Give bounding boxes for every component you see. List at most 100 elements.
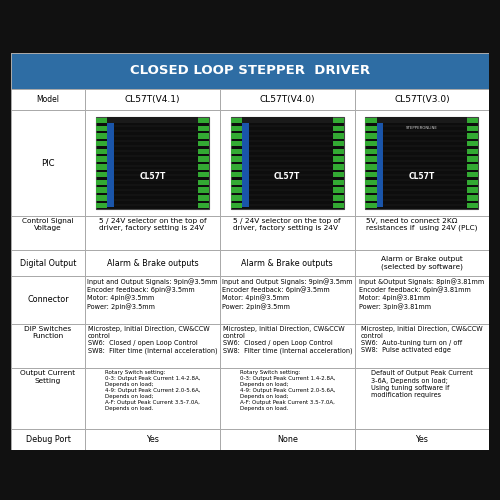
Bar	[354, 216, 489, 250]
Text: None: None	[277, 435, 297, 444]
Bar	[467, 195, 478, 200]
Bar	[376, 116, 467, 123]
Text: Input and Output Signals: 9pin@3.5mm
Encoder feedback: 6pin@3.5mm
Motor: 4pin@3.: Input and Output Signals: 9pin@3.5mm Enc…	[87, 278, 218, 310]
Bar	[96, 195, 107, 200]
Bar	[198, 134, 209, 138]
Bar	[354, 90, 489, 110]
Bar	[96, 149, 107, 154]
Bar	[230, 195, 242, 200]
Bar	[242, 116, 332, 123]
Bar	[85, 429, 220, 450]
Bar	[11, 368, 85, 429]
Bar	[220, 90, 354, 110]
Bar	[354, 368, 489, 429]
Text: CL57T(V4.1): CL57T(V4.1)	[124, 96, 180, 104]
Bar	[332, 126, 344, 131]
Bar	[198, 203, 209, 208]
Bar	[220, 324, 354, 368]
Bar	[96, 156, 107, 162]
Text: Digital Output: Digital Output	[20, 258, 76, 268]
Bar	[96, 172, 107, 178]
Bar	[332, 156, 344, 162]
Bar	[11, 250, 85, 276]
Text: CL57T: CL57T	[274, 172, 300, 182]
Bar	[366, 188, 376, 193]
Bar	[198, 118, 209, 124]
Text: Connector: Connector	[27, 296, 69, 304]
Text: CL57T: CL57T	[408, 172, 435, 182]
Bar	[198, 164, 209, 170]
Bar	[467, 180, 478, 185]
Text: Microstep, Initial Direction, CW&CCW
control
SW6:  Closed / open Loop Control
SW: Microstep, Initial Direction, CW&CCW con…	[222, 326, 352, 354]
Bar	[198, 195, 209, 200]
Bar	[96, 134, 107, 138]
Text: Alarm & Brake outputs: Alarm & Brake outputs	[106, 258, 198, 268]
Text: 5V, need to connect 2KΩ
resistances if  using 24V (PLC): 5V, need to connect 2KΩ resistances if u…	[366, 218, 478, 232]
Bar	[11, 324, 85, 368]
Text: 5 / 24V selector on the top of
driver, factory setting is 24V: 5 / 24V selector on the top of driver, f…	[98, 218, 206, 231]
Bar	[230, 188, 242, 193]
Bar	[332, 172, 344, 178]
Bar	[366, 134, 376, 138]
Bar	[366, 180, 376, 185]
Bar	[96, 141, 107, 146]
Bar	[467, 126, 478, 131]
Bar	[11, 276, 85, 324]
Bar	[11, 90, 85, 110]
Bar	[366, 116, 478, 210]
Bar	[85, 90, 220, 110]
Text: PIC: PIC	[42, 158, 55, 168]
Bar	[230, 141, 242, 146]
Text: STEPPERONLINE: STEPPERONLINE	[406, 126, 438, 130]
Bar	[230, 116, 344, 210]
Bar	[467, 134, 478, 138]
Bar	[366, 118, 376, 124]
Text: Rotary Switch setting:
0-3: Output Peak Current 1.4-2.8A,
Depends on load;
4-9: : Rotary Switch setting: 0-3: Output Peak …	[104, 370, 200, 412]
Bar	[85, 368, 220, 429]
Bar	[11, 216, 85, 250]
Bar	[11, 429, 85, 450]
Bar	[85, 324, 220, 368]
Bar	[96, 118, 107, 124]
Bar	[96, 116, 209, 210]
Text: Alarm or Brake output
(selected by software): Alarm or Brake output (selected by softw…	[381, 256, 463, 270]
Text: Control Signal
Voltage: Control Signal Voltage	[22, 218, 74, 231]
Bar	[85, 276, 220, 324]
Bar	[467, 141, 478, 146]
Bar	[11, 52, 489, 90]
Text: Yes: Yes	[416, 435, 428, 444]
Bar	[332, 149, 344, 154]
Bar	[354, 429, 489, 450]
Text: Debug Port: Debug Port	[26, 435, 70, 444]
Bar	[220, 110, 354, 216]
Bar	[96, 203, 107, 208]
Bar	[366, 141, 376, 146]
Bar	[332, 195, 344, 200]
Bar	[467, 188, 478, 193]
Text: CL57T(V3.0): CL57T(V3.0)	[394, 96, 450, 104]
Text: Input and Output Signals: 9pin@3.5mm
Encoder feedback: 6pin@3.5mm
Motor: 4pin@3.: Input and Output Signals: 9pin@3.5mm Enc…	[222, 278, 352, 310]
Bar	[198, 126, 209, 131]
Text: Model: Model	[36, 96, 60, 104]
Bar	[467, 149, 478, 154]
Bar	[366, 126, 376, 131]
Text: 5 / 24V selector on the top of
driver, factory setting is 24V: 5 / 24V selector on the top of driver, f…	[234, 218, 341, 231]
Bar	[85, 216, 220, 250]
Bar	[467, 172, 478, 178]
Bar	[332, 134, 344, 138]
Bar	[198, 180, 209, 185]
Text: CL57T(V4.0): CL57T(V4.0)	[260, 96, 315, 104]
Text: Yes: Yes	[146, 435, 159, 444]
Bar	[220, 368, 354, 429]
Bar	[220, 429, 354, 450]
Bar	[230, 118, 242, 124]
Bar	[332, 141, 344, 146]
Bar	[96, 188, 107, 193]
Text: Input &Output Signals: 8pin@3.81mm
Encoder feedback: 6pin@3.81mm
Motor: 4pin@3.8: Input &Output Signals: 8pin@3.81mm Encod…	[359, 278, 484, 310]
Bar	[354, 110, 489, 216]
Text: DIP Switches
Function: DIP Switches Function	[24, 326, 72, 339]
Bar	[230, 126, 242, 131]
Bar	[85, 110, 220, 216]
Bar	[220, 216, 354, 250]
Bar	[230, 180, 242, 185]
